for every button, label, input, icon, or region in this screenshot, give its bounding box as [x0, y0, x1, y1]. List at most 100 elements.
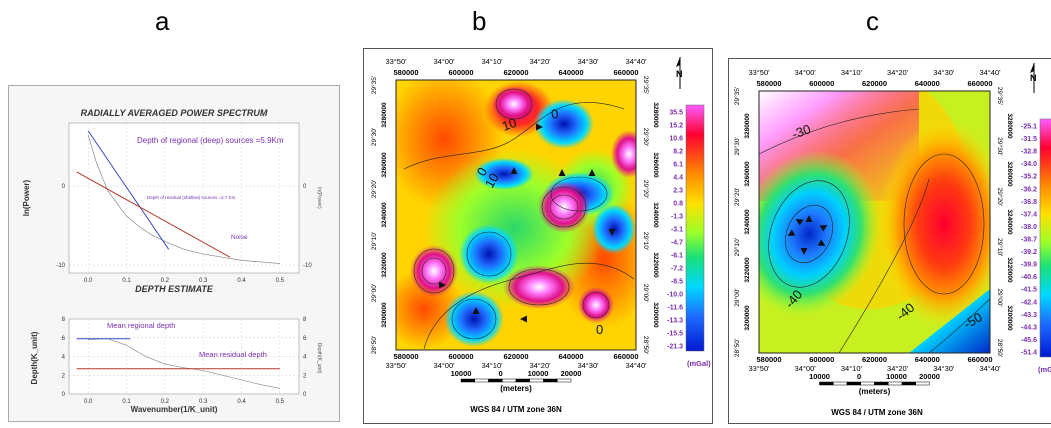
scale-label: 0 [857, 372, 861, 381]
depression-marker [787, 229, 796, 236]
residual-map-panel: 10 0 0 10 0 33°50' 34°00' 34°10' 34°20' 34°30' 34… [363, 48, 713, 424]
right-m-tick: 3260000 [1006, 161, 1013, 187]
depth-plot-area [68, 318, 300, 395]
colorbar-label: -8.5 [671, 279, 683, 286]
contour-label: 0 [596, 322, 603, 337]
y-tick-label: 0 [62, 184, 66, 190]
y-tick-label: 0 [62, 392, 66, 398]
colorbar-label: -7.2 [671, 266, 683, 273]
right-m-tick: 3240000 [652, 202, 659, 228]
bottom-m-tick: 640000 [558, 352, 583, 361]
spectrum-series-0 [87, 134, 280, 264]
right-m-tick: 3260000 [652, 152, 659, 178]
residual-anomaly-map [396, 80, 636, 350]
y-tick-label-right: 6 [303, 336, 307, 342]
x-tick-label: 0.1 [122, 399, 131, 405]
scale-unit: (meters) [859, 387, 891, 396]
bottom-m-tick: 600000 [448, 352, 473, 361]
colorbar-label: -39.9 [1021, 262, 1037, 269]
depth-title: DEPTH ESTIMATE [135, 284, 214, 294]
contour-label: 0 [550, 106, 560, 122]
colorbar-label: -25.1 [1021, 124, 1037, 131]
scale-segment [819, 381, 834, 386]
colorbar-label: 15.2 [669, 123, 683, 130]
scale-label: 20000 [919, 372, 940, 381]
regional-axes: 33°50' 34°00' 34°10' 34°20' 34°30' 34°40' 5800… [733, 68, 1013, 373]
left-m-tick: 3220000 [381, 252, 388, 278]
regional-colorbar: -25.1 -31.5 -32.8 -34.0 -35.2 -36.2 -36.8 -37.4… [1021, 118, 1051, 374]
bottom-deg-tick: 34°40' [979, 364, 1001, 373]
top-deg-tick: 34°30' [577, 57, 599, 66]
colorbar-label: 10.6 [669, 136, 683, 143]
depth-series-0 [88, 338, 280, 389]
depth-ticks: 0.0 0.1 0.2 0.3 0.4 0.5 8 8 6 6 4 4 2 2 0 0 [62, 317, 307, 405]
colorbar-label: 8.2 [673, 149, 683, 156]
x-tick-label: 0.0 [84, 278, 93, 284]
colorbar-label: -42.4 [1021, 299, 1037, 306]
north-label: N [1030, 73, 1037, 83]
depth-series [76, 338, 280, 389]
top-deg-tick: 34°40' [979, 68, 1001, 77]
colorbar-label: -38.0 [1021, 224, 1037, 231]
bottom-deg-tick: 34°30' [933, 364, 955, 373]
spectrum-series-1 [87, 130, 170, 250]
north-label: N [676, 69, 683, 79]
right-m-tick: 3200000 [652, 302, 659, 328]
top-deg-tick: 33°50' [748, 68, 770, 77]
regional-scale-bar: 10000 0 10000 20000 (meters) [809, 372, 940, 396]
left-deg-tick: 29°20' [733, 188, 741, 206]
annotation-regional-depth: Depth of regional (deep) sources =5.9Km [137, 136, 284, 145]
bottom-deg-tick: 34°20' [887, 364, 909, 373]
left-deg-tick: 29°35' [370, 76, 378, 94]
scale-segment [557, 378, 572, 383]
top-deg-tick: 33°50' [385, 57, 407, 66]
scale-label: 10000 [886, 372, 907, 381]
right-m-tick: 3200000 [1006, 305, 1013, 331]
top-deg-tick: 34°20' [529, 57, 551, 66]
scale-label: 20000 [561, 369, 582, 378]
residual-axes: 33°50' 34°00' 34°10' 34°20' 34°30' 34°40' 5800… [370, 57, 659, 370]
scale-label: 0 [499, 369, 503, 378]
y-tick-label-right: 4 [303, 355, 307, 361]
top-deg-tick: 34°00' [433, 57, 455, 66]
right-deg-tick: 29°20' [642, 180, 650, 198]
x-tick-label: 0.5 [276, 399, 285, 405]
panel-label-a: a [155, 6, 170, 36]
depression-marker [558, 169, 566, 176]
colorbar-label: -35.2 [1021, 174, 1037, 181]
scale-unit: (meters) [500, 384, 532, 393]
y-tick-label-right: 0 [303, 184, 307, 190]
bottom-deg-tick: 33°50' [748, 364, 770, 373]
regional-markers [787, 215, 828, 255]
regional-map-panel: -30 -40 -40 -50 33°50' 34°00' 34°10' 34°20' 34°… [728, 58, 1051, 424]
panel-label-b: b [472, 6, 487, 36]
x-tick-label: 0.4 [237, 399, 246, 405]
right-m-tick: 3280000 [652, 102, 659, 128]
colorbar-label: -44.3 [1021, 324, 1037, 331]
depression-marker [588, 169, 596, 176]
residual-colorbar-unit: (mGal) [687, 359, 711, 368]
left-m-tick: 3220000 [744, 257, 751, 283]
depression-marker [608, 229, 616, 236]
top-m-tick: 620000 [503, 68, 528, 77]
left-deg-tick: 29°00' [733, 288, 741, 306]
top-deg-tick: 34°40' [625, 57, 647, 66]
depression-marker [520, 315, 527, 323]
spectrum-ticks: 0.0 0.1 0.2 0.3 0.4 0.5 0 0 -10 -10 [56, 184, 312, 284]
right-m-tick: 3220000 [652, 252, 659, 278]
depression-marker [805, 215, 813, 222]
y-tick-label-right: 2 [303, 373, 307, 379]
scale-segment [901, 381, 916, 386]
top-m-tick: 600000 [448, 68, 473, 77]
y-tick-label: -10 [56, 263, 65, 269]
colorbar-label: -21.3 [667, 344, 683, 351]
colorbar-label: -31.5 [1021, 136, 1037, 143]
depression-marker [472, 307, 480, 314]
right-deg-tick: 29°35' [996, 87, 1004, 105]
depression-marker [510, 167, 518, 174]
top-deg-tick: 34°30' [933, 68, 955, 77]
residual-colorbar: 35.5 15.2 10.6 8.2 6.1 4.4 2.3 0.8 -1.3 -3.1 -4.7 -… [667, 104, 711, 368]
left-m-tick: 3280000 [381, 102, 388, 128]
depression-marker [795, 219, 804, 226]
